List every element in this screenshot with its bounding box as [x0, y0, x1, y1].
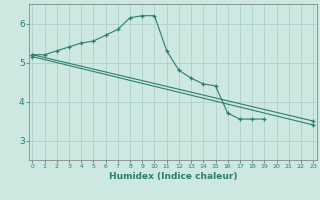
X-axis label: Humidex (Indice chaleur): Humidex (Indice chaleur): [108, 172, 237, 181]
